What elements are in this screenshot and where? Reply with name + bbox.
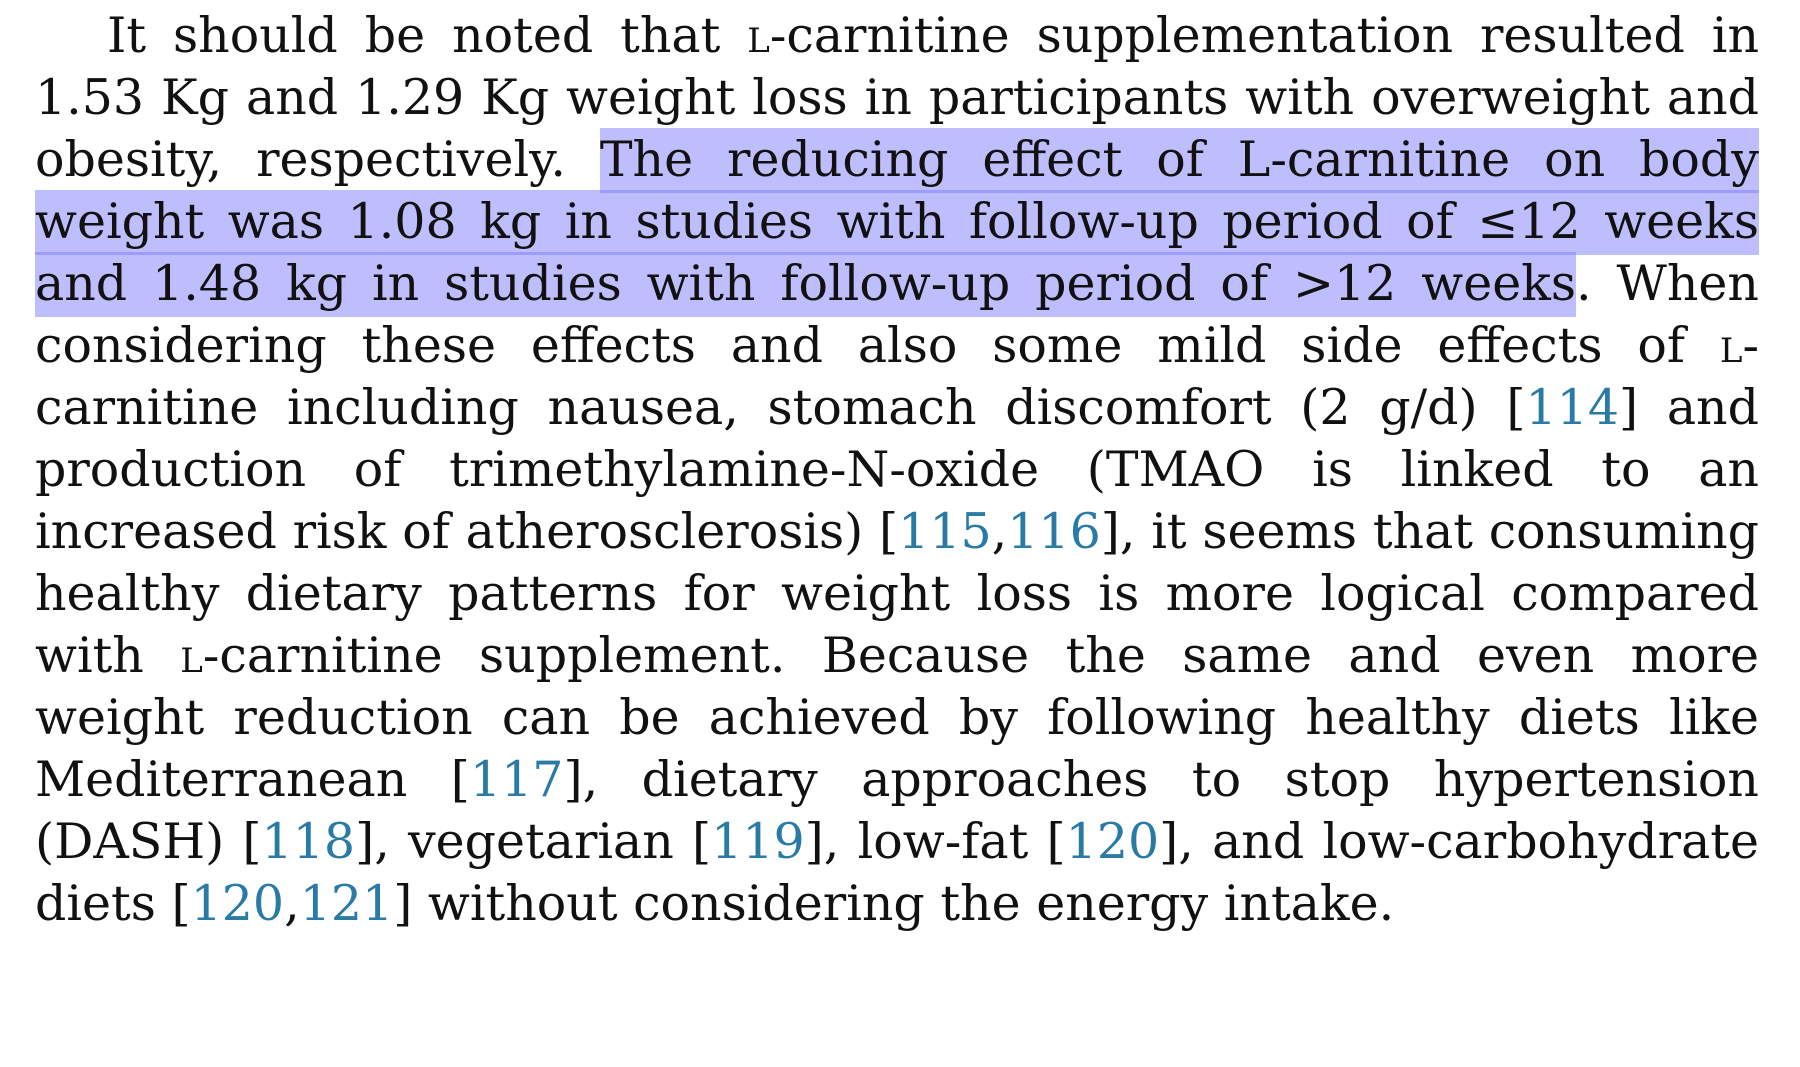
text-span: with	[35, 627, 181, 684]
text-line-10: healthy dietary patterns for weight loss…	[35, 558, 1759, 630]
text-span: (DASH) [	[35, 813, 262, 870]
reference-link[interactable]: 120	[1065, 813, 1160, 870]
text-span: Mediterranean [	[35, 751, 470, 808]
text-span: production of trimethylamine-N-oxide (TM…	[35, 441, 1759, 498]
text-span: ], vegetarian [	[355, 813, 712, 870]
text-span: ,	[284, 875, 300, 932]
highlighted-text[interactable]: The reducing effect of L-carnitine on bo…	[599, 128, 1759, 193]
text-line-12: weight reduction can be achieved by foll…	[35, 682, 1759, 754]
text-line-7: carnitine including nausea, stomach disc…	[35, 372, 1759, 444]
text-line-11: with l-carnitine supplement. Because the…	[35, 620, 1759, 692]
text-line-9: increased risk of atherosclerosis) [115,…	[35, 496, 1759, 568]
text-line-14: (DASH) [118], vegetarian [119], low-fat …	[35, 806, 1759, 878]
text-span: ], dietary approaches to stop hypertensi…	[563, 751, 1759, 808]
highlighted-text[interactable]: weight was 1.08 kg in studies with follo…	[35, 190, 1759, 255]
text-span: considering these effects and also some …	[35, 317, 1720, 374]
text-line-1: It should be noted that l-carnitine supp…	[35, 0, 1759, 72]
text-span: ,	[991, 503, 1008, 560]
text-span: increased risk of atherosclerosis) [	[35, 503, 899, 560]
text-line-2: 1.53 Kg and 1.29 Kg weight loss in parti…	[35, 62, 1759, 134]
reference-link[interactable]: 121	[299, 875, 394, 932]
text-span: obesity, respectively.	[35, 131, 600, 188]
text-span: ] without considering the energy intake.	[393, 875, 1395, 932]
reference-link[interactable]: 120	[190, 875, 285, 932]
small-caps-letter: l	[747, 7, 770, 64]
text-line-6: considering these effects and also some …	[35, 310, 1759, 382]
text-span: healthy dietary patterns for weight loss…	[35, 565, 1759, 622]
text-span: ], it seems that consuming	[1100, 503, 1759, 560]
reference-link[interactable]: 116	[1007, 503, 1101, 560]
reference-link[interactable]: 117	[469, 751, 564, 808]
reference-link[interactable]: 118	[261, 813, 356, 870]
highlighted-text[interactable]: and 1.48 kg in studies with follow-up pe…	[35, 252, 1577, 317]
text-span: ], and low-carbohydrate	[1159, 813, 1759, 870]
reference-link[interactable]: 115	[898, 503, 992, 560]
text-span: It should be noted that	[107, 7, 748, 64]
text-span: 1.53 Kg and 1.29 Kg weight loss in parti…	[35, 69, 1759, 126]
text-line-13: Mediterranean [117], dietary approaches …	[35, 744, 1759, 816]
text-span: . When	[1576, 255, 1759, 312]
text-span: -	[1742, 317, 1759, 374]
reference-link[interactable]: 114	[1525, 379, 1620, 436]
text-line-8: production of trimethylamine-N-oxide (TM…	[35, 434, 1759, 506]
reference-link[interactable]: 119	[711, 813, 805, 870]
text-line-5: and 1.48 kg in studies with follow-up pe…	[35, 248, 1759, 320]
text-span: ] and	[1619, 379, 1759, 436]
text-span: carnitine including nausea, stomach disc…	[35, 379, 1526, 436]
text-line-15: diets [120,121] without considering the …	[35, 868, 1759, 940]
text-span: diets [	[35, 875, 191, 932]
text-span: -carnitine supplement. Because the same …	[202, 627, 1759, 684]
text-line-3: obesity, respectively. The reducing effe…	[35, 124, 1759, 196]
text-line-4: weight was 1.08 kg in studies with follo…	[35, 186, 1759, 258]
text-span: ], low-fat [	[804, 813, 1066, 870]
text-span: weight reduction can be achieved by foll…	[35, 689, 1759, 746]
small-caps-letter: l	[180, 627, 203, 684]
text-span: -carnitine supplementation resulted in	[769, 7, 1760, 64]
small-caps-letter: l	[1719, 317, 1743, 374]
